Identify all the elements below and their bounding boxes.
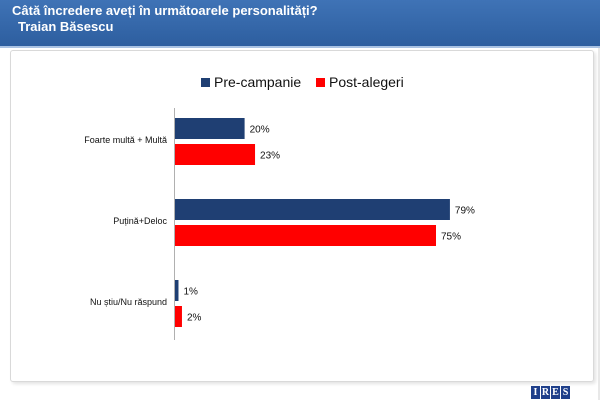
bar bbox=[175, 280, 179, 301]
legend-swatch bbox=[201, 78, 210, 87]
bar-value-label: 79% bbox=[455, 206, 475, 217]
legend-label: Post-alegeri bbox=[329, 74, 404, 90]
category-label: Nu știu/Nu răspund bbox=[90, 297, 167, 307]
category-label: Foarte multă + Multă bbox=[84, 135, 167, 145]
header-banner: Câtă încredere aveți în următoarele pers… bbox=[0, 0, 600, 48]
logo-letter: I bbox=[531, 386, 540, 399]
logo-letter: R bbox=[541, 386, 550, 399]
value-labels: 20% 79% 1% 23% 75% 2% bbox=[183, 125, 475, 324]
page-subtitle: Traian Băsescu bbox=[18, 19, 114, 34]
bar bbox=[175, 225, 436, 246]
bar bbox=[175, 144, 256, 165]
ires-logo: I R E S bbox=[531, 386, 570, 399]
bar-value-label: 20% bbox=[250, 125, 270, 136]
legend-label: Pre-campanie bbox=[214, 74, 301, 90]
logo-letter: S bbox=[561, 386, 570, 399]
bar-value-label: 2% bbox=[187, 313, 202, 324]
bar-value-label: 23% bbox=[260, 151, 280, 162]
bar bbox=[175, 118, 245, 139]
bar bbox=[175, 306, 182, 327]
chart-legend: Pre-campanie Post-alegeri bbox=[201, 74, 404, 90]
legend-swatch bbox=[316, 78, 325, 87]
right-edge-divider bbox=[598, 48, 600, 400]
category-label: Puțină+Deloc bbox=[113, 216, 167, 226]
chart-frame bbox=[10, 50, 594, 382]
bar-value-label: 75% bbox=[441, 232, 461, 243]
category-labels: Foarte multă + Multă Puțină+Deloc Nu știu/… bbox=[84, 135, 167, 307]
logo-letter: E bbox=[551, 386, 560, 399]
bar-value-label: 1% bbox=[183, 287, 198, 298]
bar-series bbox=[175, 118, 450, 327]
page-title: Câtă încredere aveți în următoarele pers… bbox=[12, 3, 318, 18]
bar bbox=[175, 199, 450, 220]
